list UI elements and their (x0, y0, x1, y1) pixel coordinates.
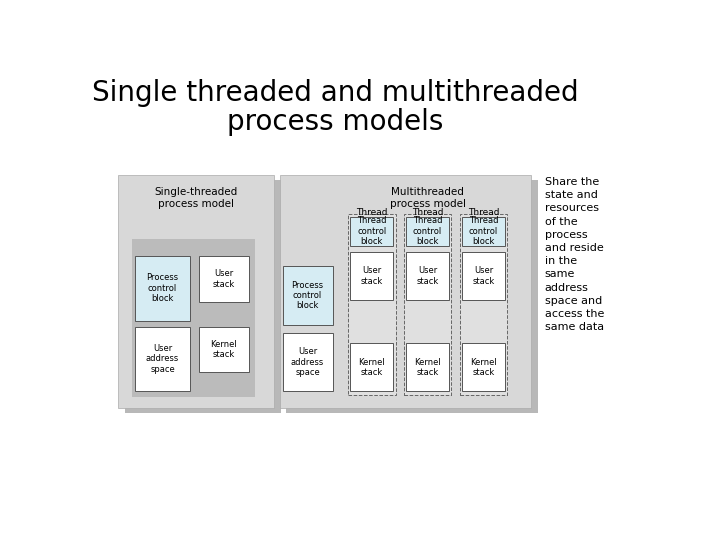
FancyBboxPatch shape (404, 214, 451, 395)
FancyBboxPatch shape (282, 266, 333, 325)
Text: Kernel
stack: Kernel stack (414, 357, 441, 377)
Text: Multithreaded
process model: Multithreaded process model (390, 187, 466, 208)
FancyBboxPatch shape (462, 252, 505, 300)
FancyBboxPatch shape (287, 180, 538, 413)
Text: Kernel
stack: Kernel stack (470, 357, 497, 377)
Text: User
stack: User stack (472, 266, 495, 286)
FancyBboxPatch shape (406, 343, 449, 391)
Text: process models: process models (228, 109, 444, 137)
Text: Thread: Thread (412, 208, 444, 217)
FancyBboxPatch shape (118, 175, 274, 408)
Text: User
stack: User stack (361, 266, 383, 286)
FancyBboxPatch shape (125, 180, 281, 413)
FancyBboxPatch shape (280, 175, 531, 408)
Text: Thread
control
block: Thread control block (413, 216, 442, 246)
FancyBboxPatch shape (351, 343, 393, 391)
Text: Kernel
stack: Kernel stack (210, 340, 238, 359)
Text: Share the
state and
resources
of the
process
and reside
in the
same
address
spac: Share the state and resources of the pro… (545, 177, 604, 332)
Text: Single-threaded
process model: Single-threaded process model (154, 187, 238, 208)
Text: User
address
space: User address space (291, 347, 324, 377)
FancyBboxPatch shape (459, 214, 507, 395)
Text: Kernel
stack: Kernel stack (359, 357, 385, 377)
FancyBboxPatch shape (135, 327, 190, 391)
FancyBboxPatch shape (282, 333, 333, 391)
Text: User
address
space: User address space (146, 344, 179, 374)
FancyBboxPatch shape (135, 256, 190, 321)
FancyBboxPatch shape (348, 214, 395, 395)
Text: Thread: Thread (356, 208, 387, 217)
Text: Thread: Thread (468, 208, 499, 217)
FancyBboxPatch shape (462, 217, 505, 246)
FancyBboxPatch shape (406, 217, 449, 246)
Text: Process
control
block: Process control block (146, 273, 179, 303)
Text: Single threaded and multithreaded: Single threaded and multithreaded (92, 79, 579, 107)
FancyBboxPatch shape (351, 252, 393, 300)
FancyBboxPatch shape (132, 239, 255, 397)
FancyBboxPatch shape (351, 217, 393, 246)
FancyBboxPatch shape (462, 343, 505, 391)
Text: Process
control
block: Process control block (292, 281, 324, 310)
Text: Thread
control
block: Thread control block (357, 216, 387, 246)
Text: Thread
control
block: Thread control block (469, 216, 498, 246)
FancyBboxPatch shape (199, 256, 249, 302)
Text: User
stack: User stack (416, 266, 438, 286)
Text: User
stack: User stack (213, 269, 235, 289)
FancyBboxPatch shape (199, 327, 249, 373)
FancyBboxPatch shape (406, 252, 449, 300)
